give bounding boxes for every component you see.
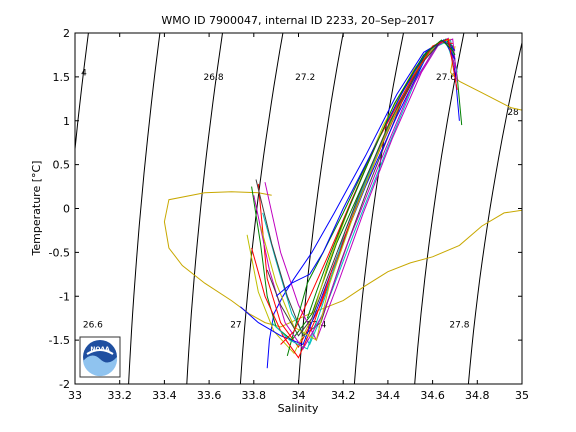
isopycnal-label-6: 27.6 (436, 73, 456, 83)
isopycnal-label-0: 4 (81, 68, 87, 78)
y-tick-label-8: 2 (63, 27, 70, 40)
profile-line-12 (271, 39, 456, 350)
y-tick-label-3: -0.5 (49, 246, 70, 259)
noaa-logo: NOAA (79, 336, 121, 378)
x-tick-label-6: 34.2 (331, 389, 356, 402)
y-tick-label-5: 0.5 (53, 159, 71, 172)
y-tick-label-1: -1.5 (49, 334, 70, 347)
y-axis-label: Temperature [°C] (30, 161, 43, 257)
isopycnal-lines (75, 33, 576, 384)
x-tick-label-2: 33.4 (152, 389, 177, 402)
x-tick-label-4: 33.8 (242, 389, 267, 402)
x-tick-label-10: 35 (515, 389, 529, 402)
isopycnal-label-4: 27.2 (295, 73, 315, 83)
profile-line-10 (286, 38, 456, 357)
profile-lines (163, 37, 522, 369)
chart-title: WMO ID 7900047, internal ID 2233, 20–Sep… (161, 14, 434, 27)
isopycnal-label-3: 27 (230, 320, 241, 330)
x-tick-label-3: 33.6 (197, 389, 222, 402)
y-tick-label-4: 0 (63, 203, 70, 216)
y-tick-label-0: -2 (59, 378, 70, 391)
profile-line-18 (306, 39, 454, 319)
isopycnal-label-7: 27.8 (449, 320, 469, 330)
x-tick-label-1: 33.2 (107, 389, 132, 402)
x-tick-label-7: 34.4 (376, 389, 401, 402)
isopycnal-line-2 (186, 33, 223, 384)
isopycnal-line-7 (467, 40, 522, 384)
y-tick-label-6: 1 (63, 115, 70, 128)
axis-ticks: 33 33.2 33.4 33.6 33.8 34 34.2 34.4 34.6 34.8 35 -2… (49, 27, 529, 402)
profile-line-14 (260, 38, 451, 341)
profile-line-13 (253, 37, 456, 350)
isopycnal-line-1 (128, 33, 161, 384)
y-tick-label-2: -1 (59, 290, 70, 303)
logo-text: NOAA (90, 346, 110, 353)
isopycnal-label-1: 26.6 (83, 320, 103, 330)
isopycnal-line-3 (239, 33, 284, 384)
profile-line-5 (262, 39, 458, 346)
isopycnal-line-6 (414, 33, 465, 384)
profile-line-15 (266, 40, 453, 337)
x-tick-label-5: 34 (292, 389, 306, 402)
isopycnal-label-8: 28 (507, 108, 519, 118)
profile-line-0 (449, 46, 522, 111)
x-axis-label: Salinity (278, 402, 319, 415)
x-tick-label-8: 34.6 (420, 389, 445, 402)
x-tick-label-9: 34.8 (465, 389, 490, 402)
isopycnal-label-2: 26.8 (204, 73, 224, 83)
isopycnal-line-8 (527, 33, 576, 384)
profile-line-1 (163, 191, 522, 328)
x-tick-label-0: 33 (68, 389, 82, 402)
profile-line-17 (280, 38, 458, 345)
isopycnal-line-5 (353, 33, 404, 384)
y-tick-label-7: 1.5 (53, 71, 71, 84)
isopycnal-line-0 (75, 33, 89, 154)
